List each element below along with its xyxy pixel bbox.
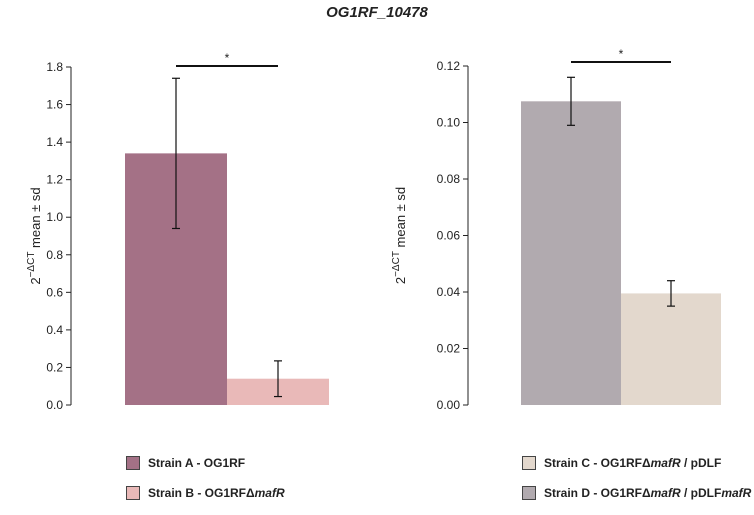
legend-label: Strain A - OG1RF [148,456,246,470]
y-tick-label: 0.08 [437,172,461,186]
legend-item: Strain B - OG1RFΔmafR [126,485,285,501]
legend-label: Strain D - OG1RFΔmafR / pDLFmafR [544,486,752,500]
bar [521,101,621,405]
y-tick-label: 0.8 [46,248,63,262]
y-axis-title: 2−ΔCT mean ± sd [391,187,408,284]
y-tick-label: 1.8 [46,60,63,74]
y-tick-label: 0.6 [46,285,63,299]
left-chart: 0.0 0.2 0.4 0.6 0.8 1.0 1.2 1.4 1.6 1.8 2−ΔCT mean… [26,51,329,412]
legend-left: Strain A - OG1RF Strain B - OG1RFΔmafR [126,455,285,515]
y-tick-label: 0.02 [437,342,461,356]
figure-title: OG1RF_10478 [326,4,428,21]
legend-item: Strain A - OG1RF [126,455,285,471]
y-tick-label: 0.0 [46,398,63,412]
legend-right: Strain C - OG1RFΔmafR / pDLF Strain D - O… [522,455,751,515]
legend-item: Strain C - OG1RFΔmafR / pDLF [522,455,751,471]
significance-label: * [225,51,230,65]
legend-swatch [522,456,536,470]
y-tick-label: 1.2 [46,173,63,187]
y-tick-label: 0.12 [437,59,461,73]
y-tick-label: 0.04 [437,285,461,299]
legend-swatch [522,486,536,500]
y-tick-label: 0.4 [46,323,63,337]
y-tick-label: 1.6 [46,98,63,112]
legend-label: Strain C - OG1RFΔmafR / pDLF [544,456,722,470]
y-axis-title: 2−ΔCT mean ± sd [26,187,43,284]
y-tick-label: 0.06 [437,229,461,243]
right-chart: 0.00 0.02 0.04 0.06 0.08 0.10 0.12 2−ΔCT mean ±… [391,47,721,412]
y-tick-label: 0.10 [437,116,461,130]
y-tick-label: 1.0 [46,210,63,224]
y-tick-label: 0.00 [437,398,461,412]
y-tick-label: 1.4 [46,135,63,149]
bar [621,293,721,405]
legend-label: Strain B - OG1RFΔmafR [148,486,285,500]
legend-item: Strain D - OG1RFΔmafR / pDLFmafR [522,485,751,501]
y-tick-label: 0.2 [46,360,63,374]
legend-swatch [126,456,140,470]
significance-label: * [619,47,624,61]
legend-swatch [126,486,140,500]
